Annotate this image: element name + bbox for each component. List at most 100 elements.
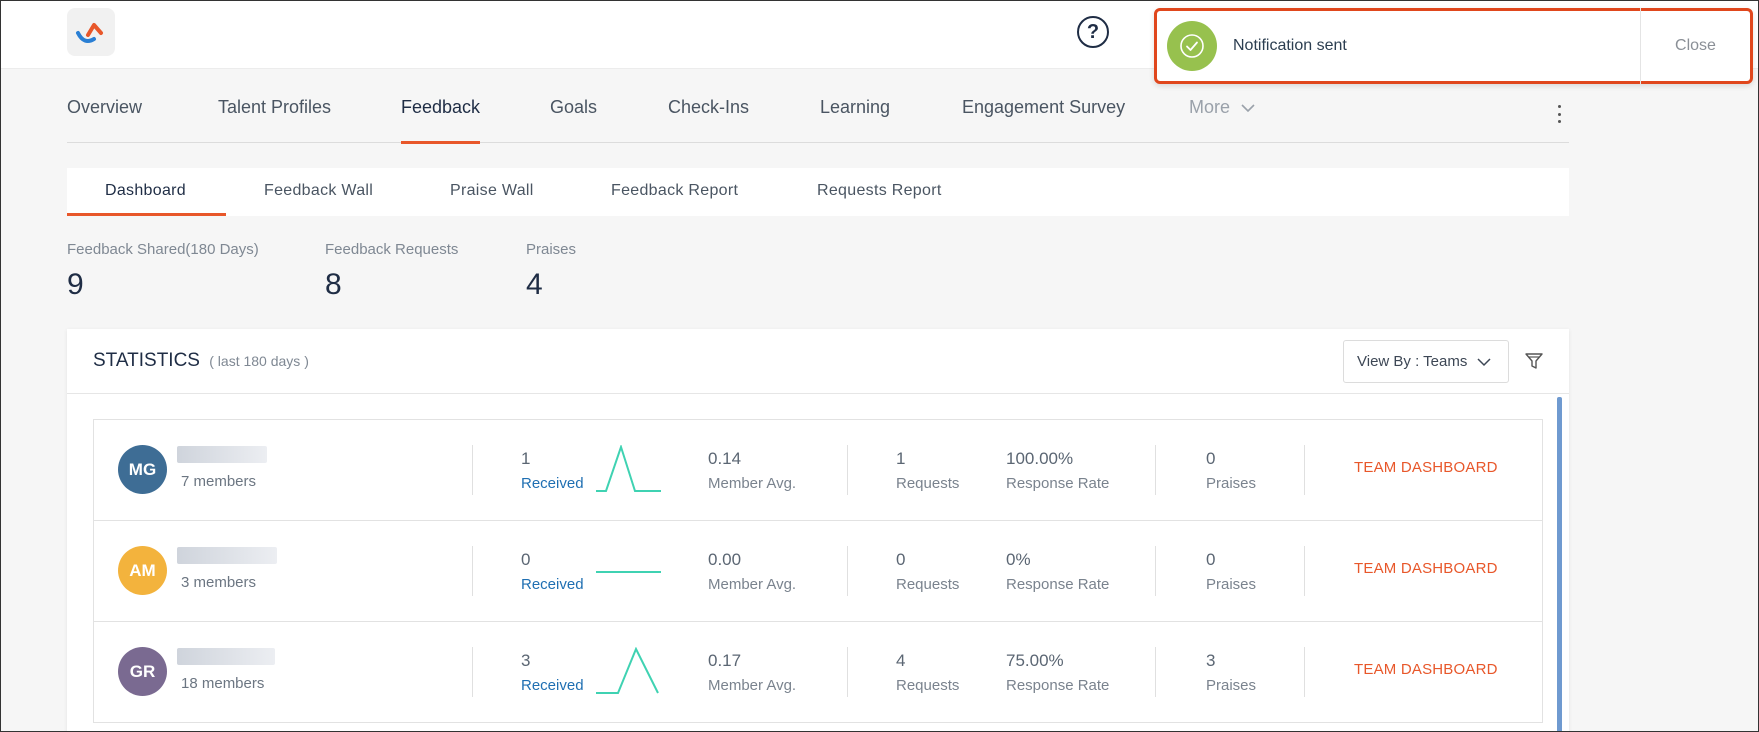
tab-check-ins[interactable]: Check-Ins bbox=[668, 97, 750, 117]
summary-label: Feedback Shared(180 Days) bbox=[67, 241, 259, 258]
summary-value: 9 bbox=[67, 268, 84, 301]
notification-toast: Notification sent Close bbox=[1154, 8, 1753, 84]
subtab-requests-report[interactable]: Requests Report bbox=[817, 182, 942, 199]
subtab-feedback-wall[interactable]: Feedback Wall bbox=[264, 182, 374, 199]
praises-metric: 0 Praises bbox=[1206, 550, 1256, 593]
requests-value: 0 bbox=[896, 550, 906, 569]
summary-value: 8 bbox=[325, 268, 342, 301]
received-metric: 1 Received bbox=[521, 449, 584, 492]
divider bbox=[1304, 546, 1305, 596]
subtab-dashboard[interactable]: Dashboard bbox=[105, 182, 186, 199]
tab-overview[interactable]: Overview bbox=[67, 97, 143, 117]
member-avg-value: 0.17 bbox=[708, 651, 742, 670]
response-rate-label: Response Rate bbox=[1006, 576, 1110, 593]
team-name-redacted bbox=[177, 547, 277, 564]
requests-value: 1 bbox=[896, 449, 906, 468]
praises-metric: 3 Praises bbox=[1206, 651, 1256, 694]
member-avg-label: Member Avg. bbox=[708, 475, 797, 492]
team-members-count: 7 members bbox=[181, 473, 257, 490]
statistics-title: STATISTICS ( last 180 days ) bbox=[93, 350, 309, 372]
tab-more[interactable]: More bbox=[1189, 97, 1255, 143]
summary-label: Praises bbox=[526, 241, 577, 258]
help-icon[interactable]: ? bbox=[1077, 16, 1109, 48]
divider bbox=[1155, 647, 1156, 697]
filter-icon[interactable] bbox=[1523, 350, 1545, 372]
subtab-praise-wall[interactable]: Praise Wall bbox=[450, 182, 534, 199]
statistics-title-text: STATISTICS bbox=[93, 350, 200, 371]
member-avg-metric: 0.17 Member Avg. bbox=[708, 651, 796, 694]
chevron-down-icon bbox=[1477, 357, 1491, 366]
received-sparkline bbox=[596, 647, 659, 694]
team-row: MG 7 members 1 Received 0.14 Member Avg. bbox=[94, 420, 1542, 521]
praises-label: Praises bbox=[1206, 475, 1257, 492]
subtab-feedback-report[interactable]: Feedback Report bbox=[611, 182, 739, 199]
logo-icon bbox=[76, 23, 103, 43]
main-nav-tabs: Overview Talent Profiles Feedback Goals … bbox=[67, 81, 1569, 144]
response-rate-value: 100.00% bbox=[1006, 449, 1074, 468]
divider bbox=[472, 546, 473, 596]
team-dashboard-link[interactable]: TEAM DASHBOARD bbox=[1354, 661, 1498, 678]
team-dashboard-link[interactable]: TEAM DASHBOARD bbox=[1354, 459, 1498, 476]
response-rate-label: Response Rate bbox=[1006, 475, 1110, 492]
received-link[interactable]: Received bbox=[521, 475, 584, 492]
divider bbox=[1304, 445, 1305, 495]
received-metric: 3 Received bbox=[521, 651, 584, 694]
divider bbox=[847, 647, 848, 697]
toast-close-button[interactable]: Close bbox=[1640, 8, 1750, 84]
response-rate-value: 0% bbox=[1006, 550, 1031, 569]
tab-talent-profiles[interactable]: Talent Profiles bbox=[218, 97, 332, 117]
summary-label: Feedback Requests bbox=[325, 241, 459, 258]
response-rate-value: 75.00% bbox=[1006, 651, 1064, 670]
view-by-label: View By : Teams bbox=[1357, 353, 1468, 370]
praises-value: 0 bbox=[1206, 550, 1216, 569]
chevron-down-icon bbox=[1241, 104, 1255, 113]
toast-message: Notification sent bbox=[1233, 37, 1347, 54]
divider bbox=[1304, 647, 1305, 697]
requests-metric: 0 Requests bbox=[896, 550, 959, 593]
tab-learning[interactable]: Learning bbox=[820, 97, 891, 117]
summary-praises: Praises 4 bbox=[526, 241, 576, 302]
requests-value: 4 bbox=[896, 651, 906, 670]
team-members-count: 3 members bbox=[181, 574, 257, 591]
response-rate-metric: 0% Response Rate bbox=[1006, 550, 1109, 593]
member-avg-label: Member Avg. bbox=[708, 576, 797, 593]
member-avg-label: Member Avg. bbox=[708, 677, 797, 694]
avatar: MG bbox=[118, 445, 167, 494]
praises-metric: 0 Praises bbox=[1206, 449, 1256, 492]
statistics-header: STATISTICS ( last 180 days ) View By : T… bbox=[67, 329, 1569, 394]
received-link[interactable]: Received bbox=[521, 677, 584, 694]
team-list: MG 7 members 1 Received 0.14 Member Avg. bbox=[93, 419, 1543, 723]
received-link[interactable]: Received bbox=[521, 576, 584, 593]
divider bbox=[472, 647, 473, 697]
summary-feedback-shared: Feedback Shared(180 Days) 9 bbox=[67, 241, 259, 302]
divider bbox=[847, 445, 848, 495]
check-circle-icon bbox=[1167, 21, 1217, 71]
praises-value: 3 bbox=[1206, 651, 1216, 670]
received-sparkline bbox=[596, 445, 661, 492]
team-name-redacted bbox=[177, 648, 275, 665]
active-subtab-indicator bbox=[67, 213, 226, 216]
received-value: 1 bbox=[521, 449, 531, 468]
team-row: GR 18 members 3 Received 0.17 Member Avg… bbox=[94, 622, 1542, 723]
app-logo[interactable] bbox=[67, 8, 115, 56]
scrollbar[interactable] bbox=[1557, 397, 1562, 731]
requests-label: Requests bbox=[896, 677, 960, 694]
member-avg-metric: 0.00 Member Avg. bbox=[708, 550, 796, 593]
view-by-dropdown[interactable]: View By : Teams bbox=[1343, 340, 1509, 383]
avatar: GR bbox=[118, 647, 167, 696]
praises-value: 0 bbox=[1206, 449, 1216, 468]
divider bbox=[1155, 445, 1156, 495]
avatar: AM bbox=[118, 546, 167, 595]
summary-feedback-requests: Feedback Requests 8 bbox=[325, 241, 458, 302]
sub-nav-tabs: Dashboard Feedback Wall Praise Wall Feed… bbox=[67, 168, 1569, 216]
more-options-icon[interactable] bbox=[1556, 105, 1562, 123]
tab-more-label: More bbox=[1189, 97, 1231, 117]
team-dashboard-link[interactable]: TEAM DASHBOARD bbox=[1354, 560, 1498, 577]
member-avg-value: 0.14 bbox=[708, 449, 742, 468]
praises-label: Praises bbox=[1206, 677, 1257, 694]
tab-feedback[interactable]: Feedback bbox=[401, 97, 481, 144]
tab-engagement-survey[interactable]: Engagement Survey bbox=[962, 97, 1126, 117]
received-sparkline bbox=[596, 571, 661, 573]
tab-goals[interactable]: Goals bbox=[550, 97, 598, 117]
